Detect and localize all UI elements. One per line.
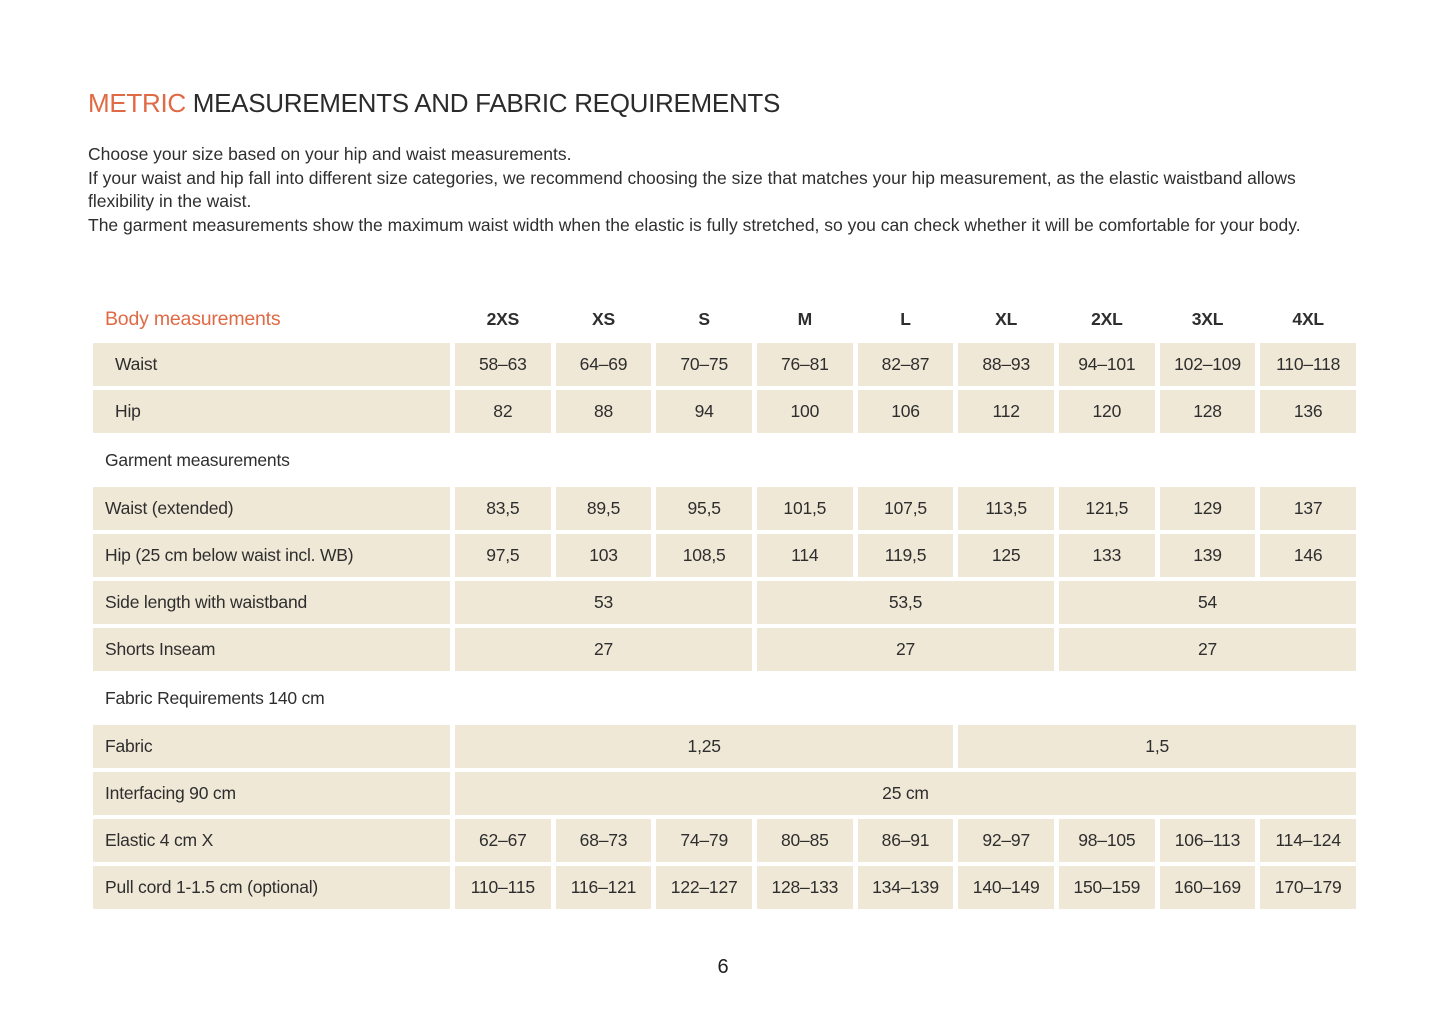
- table-cell: 106–113: [1159, 819, 1256, 862]
- size-column-header: 2XL: [1091, 308, 1123, 329]
- page-title: METRIC MEASUREMENTS AND FABRIC REQUIREME…: [88, 88, 780, 119]
- table-cell: 133: [1058, 534, 1155, 577]
- intro-text: Choose your size based on your hip and w…: [88, 143, 1328, 237]
- table-cell: 119,5: [857, 534, 954, 577]
- row-label: Fabric: [93, 725, 450, 768]
- table-cell: 139: [1159, 534, 1256, 577]
- size-column-header: M: [797, 308, 813, 329]
- table-cell: 122–127: [656, 866, 752, 909]
- size-column-header: 4XL: [1292, 308, 1324, 329]
- row-label: Pull cord 1-1.5 cm (optional): [93, 866, 450, 909]
- table-cell: 134–139: [857, 866, 954, 909]
- row-label: Hip: [93, 390, 450, 433]
- table-cell: 53: [455, 581, 752, 624]
- table-cell: 108,5: [656, 534, 752, 577]
- table-cell: 102–109: [1159, 343, 1256, 386]
- title-highlight: METRIC: [88, 88, 186, 118]
- table-cell: 80–85: [756, 819, 853, 862]
- section-heading: Fabric Requirements 140 cm: [105, 687, 325, 708]
- table-cell: 70–75: [656, 343, 752, 386]
- table-cell: 58–63: [455, 343, 551, 386]
- table-cell: 160–169: [1159, 866, 1256, 909]
- table-cell: 83,5: [455, 487, 551, 530]
- table-cell: 170–179: [1260, 866, 1356, 909]
- table-cell: 112: [958, 390, 1054, 433]
- table-cell: 114–124: [1260, 819, 1356, 862]
- table-cell: 94–101: [1058, 343, 1155, 386]
- intro-paragraph-2: If your waist and hip fall into differen…: [88, 167, 1296, 212]
- table-cell: 103: [555, 534, 652, 577]
- table-cell: 98–105: [1058, 819, 1155, 862]
- table-cell: 86–91: [857, 819, 954, 862]
- row-label: Waist: [93, 343, 450, 386]
- table-cell: 27: [1058, 628, 1356, 671]
- table-cell: 25 cm: [455, 772, 1356, 815]
- intro-paragraph-1: Choose your size based on your hip and w…: [88, 144, 572, 164]
- table-cell: 53,5: [756, 581, 1054, 624]
- table-cell: 120: [1058, 390, 1155, 433]
- row-label: Hip (25 cm below waist incl. WB): [93, 534, 450, 577]
- table-cell: 54: [1058, 581, 1356, 624]
- table-cell: 64–69: [555, 343, 652, 386]
- table-cell: 1,25: [455, 725, 954, 768]
- table-cell: 125: [958, 534, 1054, 577]
- table-cell: 107,5: [857, 487, 954, 530]
- table-cell: 128–133: [756, 866, 853, 909]
- table-cell: 128: [1159, 390, 1256, 433]
- table-cell: 76–81: [756, 343, 853, 386]
- table-cell: 92–97: [958, 819, 1054, 862]
- table-cell: 89,5: [555, 487, 652, 530]
- table-cell: 146: [1260, 534, 1356, 577]
- table-cell: 97,5: [455, 534, 551, 577]
- table-cell: 150–159: [1058, 866, 1155, 909]
- table-cell: 82–87: [857, 343, 954, 386]
- section-heading: Garment measurements: [105, 449, 290, 470]
- size-column-header: S: [698, 308, 710, 329]
- table-header-label: Body measurements: [105, 307, 281, 330]
- table-cell: 101,5: [756, 487, 853, 530]
- table-cell: 62–67: [455, 819, 551, 862]
- table-cell: 129: [1159, 487, 1256, 530]
- table-cell: 68–73: [555, 819, 652, 862]
- table-cell: 74–79: [656, 819, 752, 862]
- size-column-header: 2XS: [486, 308, 520, 329]
- table-cell: 116–121: [555, 866, 652, 909]
- row-label: Waist (extended): [93, 487, 450, 530]
- row-label: Side length with waistband: [93, 581, 450, 624]
- table-cell: 121,5: [1058, 487, 1155, 530]
- size-column-header: 3XL: [1191, 308, 1224, 329]
- table-cell: 1,5: [958, 725, 1356, 768]
- table-cell: 82: [455, 390, 551, 433]
- row-label: Shorts Inseam: [93, 628, 450, 671]
- table-cell: 27: [455, 628, 752, 671]
- table-cell: 94: [656, 390, 752, 433]
- table-cell: 110–115: [455, 866, 551, 909]
- table-cell: 106: [857, 390, 954, 433]
- table-cell: 100: [756, 390, 853, 433]
- table-cell: 136: [1260, 390, 1356, 433]
- table-cell: 113,5: [958, 487, 1054, 530]
- size-column-header: XS: [592, 308, 615, 329]
- table-cell: 140–149: [958, 866, 1054, 909]
- table-cell: 88: [555, 390, 652, 433]
- table-cell: 137: [1260, 487, 1356, 530]
- table-cell: 95,5: [656, 487, 752, 530]
- table-cell: 110–118: [1260, 343, 1356, 386]
- size-column-header: L: [900, 308, 911, 329]
- table-cell: 27: [756, 628, 1054, 671]
- page-number: 6: [717, 956, 729, 978]
- size-table: Body measurements 2XS XS S M L XL 2XL 3XL 4XL Wais…: [93, 299, 1356, 909]
- size-column-header: XL: [995, 308, 1018, 329]
- row-label: Interfacing 90 cm: [93, 772, 450, 815]
- row-label: Elastic 4 cm X: [93, 819, 450, 862]
- intro-paragraph-3: The garment measurements show the maximu…: [88, 214, 1301, 235]
- table-cell: 114: [756, 534, 853, 577]
- table-cell: 88–93: [958, 343, 1054, 386]
- title-rest: MEASUREMENTS AND FABRIC REQUIREMENTS: [185, 88, 781, 118]
